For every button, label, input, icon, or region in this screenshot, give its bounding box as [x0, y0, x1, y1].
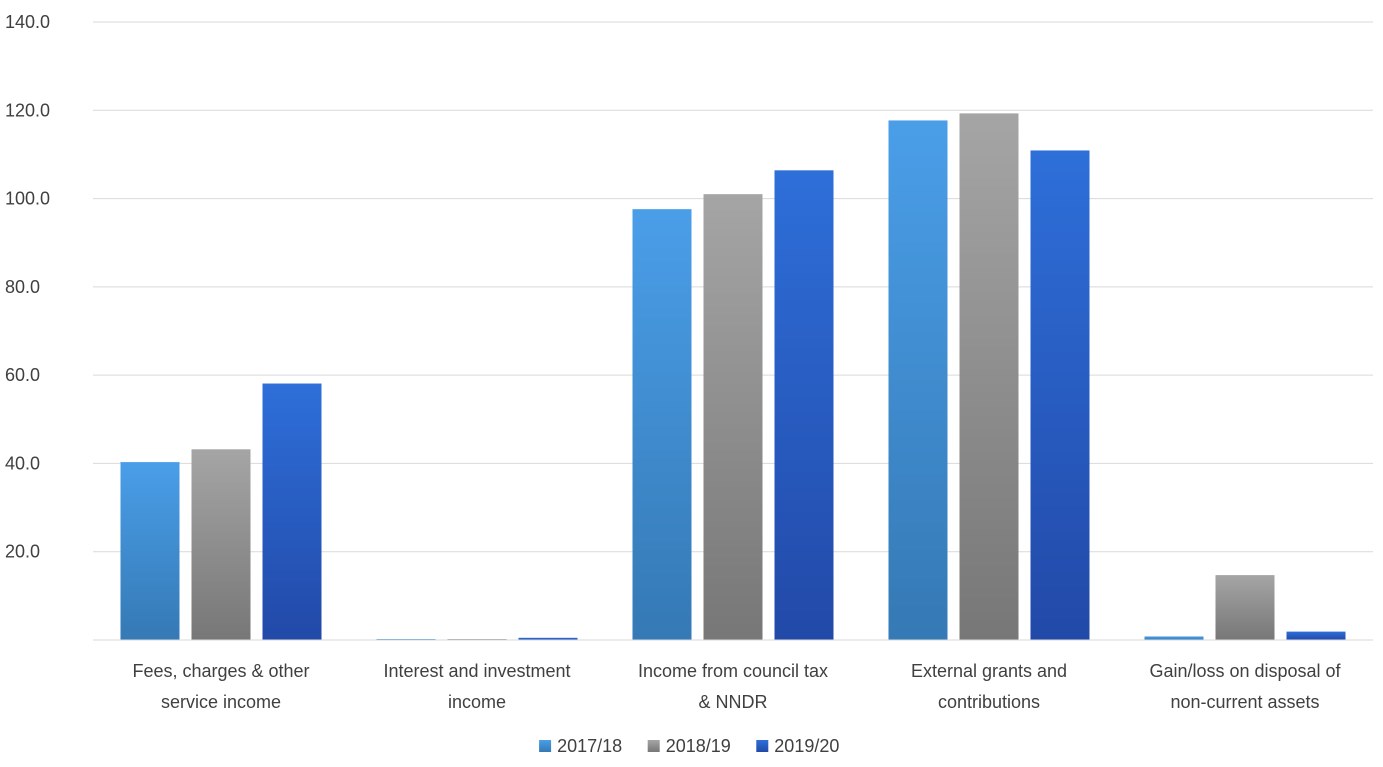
legend-swatch — [756, 740, 769, 752]
x-axis-category-labels: Fees, charges & other service income Inter… — [132, 661, 1341, 712]
x-category-label: Income from council tax — [638, 661, 828, 681]
y-tick-label: 20.0 — [5, 542, 40, 562]
legend-item-2019-20: 2019/20 — [756, 736, 839, 756]
bar-2017-18-cat-2 — [632, 209, 692, 640]
y-tick-label: 100.0 — [5, 189, 50, 209]
bar-2017-18-cat-3 — [888, 120, 948, 640]
bar-2018-19-cat-3 — [959, 113, 1019, 640]
legend-item-2018-19: 2018/19 — [647, 736, 731, 756]
legend-label: 2018/19 — [666, 736, 731, 756]
legend-swatch — [647, 740, 660, 752]
y-tick-label: 80.0 — [5, 277, 40, 297]
y-tick-label: 40.0 — [5, 453, 40, 473]
y-tick-label: 140.0 — [5, 12, 50, 32]
legend-label: 2019/20 — [774, 736, 839, 756]
bar-2019-20-cat-0 — [262, 383, 322, 640]
bar-2019-20-cat-1 — [518, 637, 578, 640]
x-category-label: non-current assets — [1170, 692, 1319, 712]
bar-2019-20-cat-4 — [1286, 631, 1346, 640]
y-tick-label: 60.0 — [5, 365, 40, 385]
bars — [120, 113, 1346, 640]
x-category-label: Interest and investment — [383, 661, 570, 681]
legend-swatch — [539, 740, 552, 752]
bar-2018-19-cat-2 — [703, 194, 763, 640]
bar-2018-19-cat-4 — [1215, 575, 1275, 640]
x-category-label: contributions — [938, 692, 1040, 712]
x-category-label: & NNDR — [698, 692, 767, 712]
x-category-label: Fees, charges & other — [132, 661, 309, 681]
bar-2019-20-cat-3 — [1030, 150, 1090, 640]
legend: 2017/18 2018/19 2019/20 — [539, 736, 839, 756]
x-category-label: service income — [161, 692, 281, 712]
y-axis-tick-labels: 20.0 40.0 60.0 80.0 100.0 120.0 140.0 — [5, 12, 50, 562]
x-category-label: income — [448, 692, 506, 712]
y-tick-label: 120.0 — [5, 100, 50, 120]
bar-2018-19-cat-0 — [191, 449, 251, 640]
x-category-label: Gain/loss on disposal of — [1149, 661, 1341, 681]
legend-label: 2017/18 — [557, 736, 622, 756]
bar-2017-18-cat-4 — [1144, 636, 1204, 640]
legend-item-2017-18: 2017/18 — [539, 736, 622, 756]
bar-2019-20-cat-2 — [774, 170, 834, 640]
bar-2017-18-cat-0 — [120, 462, 180, 640]
x-category-label: External grants and — [911, 661, 1067, 681]
